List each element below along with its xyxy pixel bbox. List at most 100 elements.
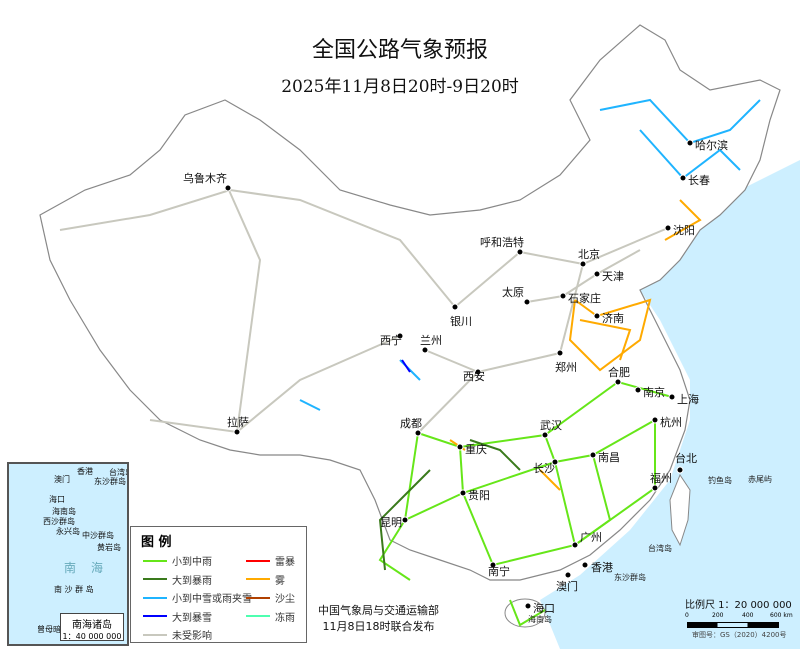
road-segment [459, 446, 464, 494]
city-marker [524, 602, 532, 610]
city-marker [414, 429, 422, 437]
inset-title: 南海诸岛 [72, 620, 112, 631]
legend-item: 冻雨 [246, 609, 295, 624]
city-marker [614, 378, 622, 386]
legend-label: 冻雨 [275, 612, 295, 624]
inset-label: 海口 [49, 495, 65, 504]
taiwan-island [669, 473, 691, 547]
city-marker [589, 451, 597, 459]
city-label: 武汉 [540, 419, 562, 432]
road-segment [403, 419, 656, 522]
inset-label: 台湾岛 [109, 468, 127, 477]
island-label: 赤尾屿 [748, 475, 772, 484]
road-segment [59, 188, 584, 309]
city-marker [668, 393, 676, 401]
city-label: 合肥 [608, 366, 630, 379]
road-segment [378, 519, 411, 581]
legend-swatch [143, 578, 167, 580]
city-marker [224, 184, 232, 192]
legend-swatch [143, 633, 167, 636]
city-marker [686, 139, 694, 147]
road-segment [149, 335, 401, 434]
city-marker [651, 416, 659, 424]
inset-label: 南 沙 群 岛 [54, 585, 94, 594]
city-marker [676, 466, 684, 474]
city-label: 长春 [688, 174, 710, 187]
city-marker [459, 489, 467, 497]
road-segment [417, 371, 479, 434]
legend-swatch [246, 559, 270, 562]
legend-swatch [246, 578, 270, 580]
city-label: 昆明 [380, 516, 402, 529]
legend-swatch [143, 596, 167, 599]
city-marker [421, 346, 429, 354]
road-segment [509, 599, 546, 627]
city-label: 石家庄 [568, 292, 601, 305]
legend-item: 大到暴雨 [143, 572, 212, 587]
inset-label: 中沙群岛 [82, 531, 114, 540]
legend-item: 沙尘 [246, 590, 295, 605]
road-segment [574, 454, 612, 546]
sea-area [540, 160, 800, 649]
hainan-island [504, 598, 546, 628]
map-title: 全国公路气象预报 [311, 38, 488, 63]
city-label: 兰州 [420, 334, 442, 347]
legend-label: 未受影响 [172, 631, 212, 642]
city-marker [401, 516, 409, 524]
road-segment [469, 439, 521, 471]
city-label: 天津 [602, 270, 624, 283]
legend-item: 小到中雪或雨夹雪 [143, 590, 252, 605]
city-label: 长沙 [533, 462, 555, 475]
inset-caption: 南海诸岛 1：40 000 000 [60, 613, 124, 641]
island-label: 海南岛 [528, 615, 552, 624]
city-marker [634, 386, 642, 394]
scale-label: 比例尺 1：20 000 000 [685, 600, 792, 611]
legend-label: 大到暴雨 [172, 575, 212, 587]
scale-tick: 0 [685, 612, 689, 619]
city-marker [474, 368, 482, 376]
inset-label: 南 [64, 561, 77, 575]
city-label: 西宁 [380, 334, 402, 347]
city-label: 南京 [643, 386, 665, 399]
scale-tick: 200 [712, 612, 724, 619]
legend-label: 小到中雨 [172, 557, 212, 568]
inset-label: 海南岛 [52, 507, 76, 516]
city-label: 重庆 [465, 443, 487, 456]
road-segment [299, 399, 321, 411]
scale-bar [687, 622, 779, 628]
legend-label: 沙尘 [275, 594, 295, 605]
issuer-line2: 11月8日18时联合发布 [322, 620, 435, 633]
city-label: 济南 [602, 312, 624, 325]
city-marker [551, 458, 559, 466]
city-label: 哈尔滨 [695, 139, 728, 152]
city-label: 拉萨 [227, 416, 249, 429]
city-label: 杭州 [660, 416, 682, 429]
map-subtitle: 2025年11月8日20时-9日20时 [281, 77, 519, 97]
city-marker [679, 174, 687, 182]
inset-label: 曾母暗沙 [37, 625, 69, 634]
city-label: 银川 [450, 315, 472, 328]
inset-label: 东沙群岛 [94, 477, 126, 486]
road-segment [227, 187, 262, 433]
city-marker [233, 428, 241, 436]
legend-item: 雾 [246, 572, 285, 587]
city-label: 南昌 [598, 451, 620, 464]
road-network [59, 98, 761, 627]
city-label: 呼和浩特 [480, 236, 524, 249]
inset-label: 海 [91, 561, 104, 575]
city-marker [523, 298, 531, 306]
city-label: 海口 [533, 602, 555, 615]
city-marker [593, 312, 601, 320]
legend-label: 雷暴 [275, 557, 295, 568]
scale-tick: 400 [742, 612, 754, 619]
island-label: 钓鱼岛 [708, 476, 732, 485]
city-marker [593, 270, 601, 278]
legend-item: 未受影响 [143, 627, 212, 642]
city-label: 太原 [502, 286, 524, 299]
road-segment [526, 249, 641, 303]
city-label: 南宁 [488, 565, 510, 578]
city-label: 广州 [580, 531, 602, 544]
legend-label: 小到中雪或雨夹雪 [172, 594, 252, 605]
issuer: 中国气象局与交通运输部 11月8日18时联合发布 [318, 603, 439, 635]
island-label: 台湾岛 [648, 544, 672, 553]
